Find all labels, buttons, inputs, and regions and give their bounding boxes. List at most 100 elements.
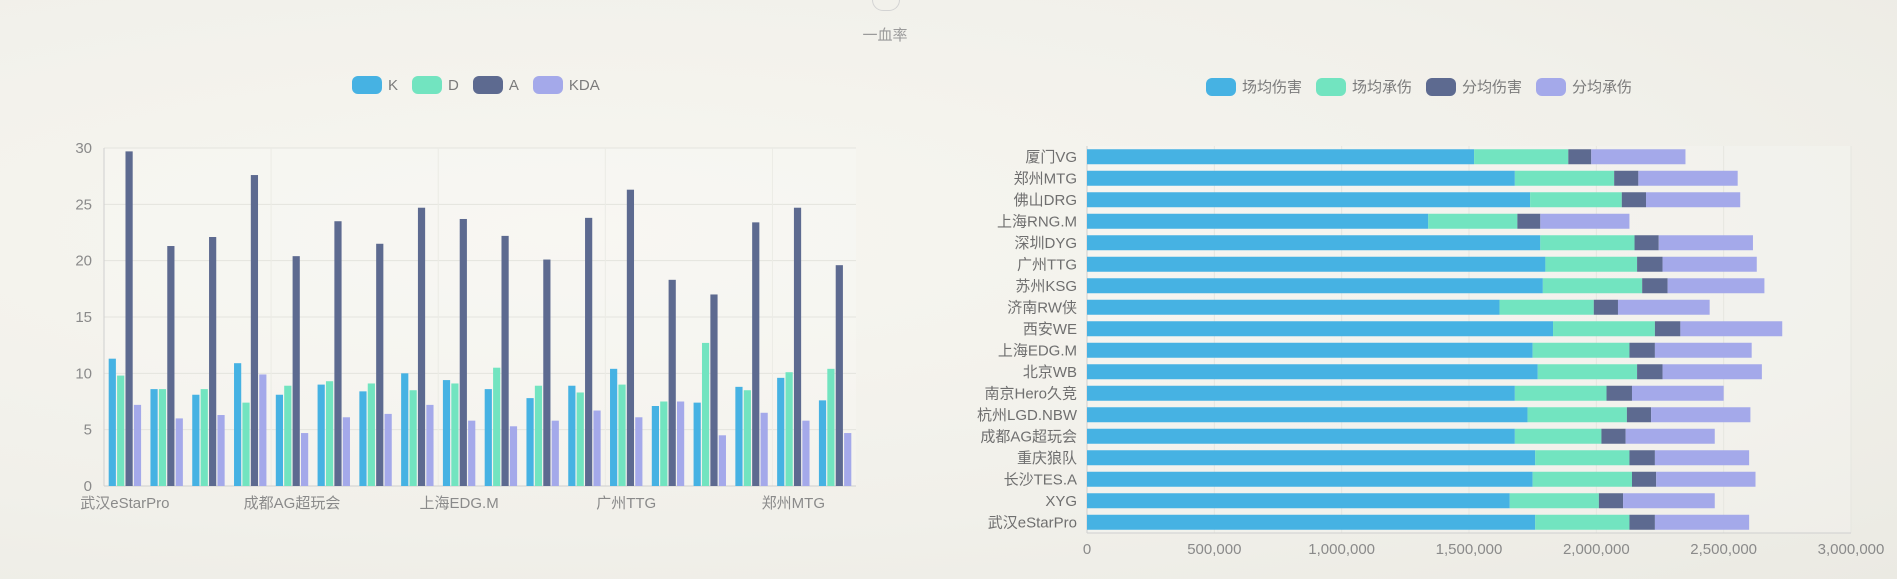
stacked-bar-segment	[1658, 235, 1753, 251]
y-tick-label: 杭州LGD.NBW	[977, 407, 1078, 424]
stacked-bar-segment	[1087, 514, 1536, 530]
y-tick-label: 0	[84, 478, 92, 495]
bar-a	[668, 279, 676, 486]
bar-kda	[217, 415, 225, 486]
bar-d	[409, 390, 417, 486]
stacked-bar-segment	[1087, 493, 1510, 509]
bar-k	[735, 386, 743, 486]
bar-d	[493, 367, 501, 486]
stacked-bar-segment	[1087, 364, 1538, 380]
legend-swatch-avg-taken	[1316, 77, 1347, 96]
stacked-bar-segment	[1667, 278, 1765, 294]
bar-d	[158, 389, 167, 486]
legend-item-k[interactable]: K	[352, 76, 398, 94]
stacked-bar-segment	[1087, 170, 1515, 186]
stacked-bar-segment	[1654, 342, 1752, 358]
bar-a	[459, 218, 467, 487]
y-tick-label: 上海RNG.M	[997, 213, 1077, 230]
stacked-bar-segment	[1634, 235, 1659, 251]
x-tick-label: 郑州MTG	[762, 495, 825, 512]
stacked-bar-segment	[1656, 471, 1756, 487]
stacked-bar-segment	[1537, 364, 1638, 380]
legend-item-d[interactable]: D	[412, 76, 459, 94]
stacked-bar-segment	[1651, 407, 1751, 423]
bar-a	[835, 265, 843, 486]
bar-a	[250, 175, 259, 487]
y-tick-label: XYG	[1045, 493, 1077, 510]
stacked-bar-segment	[1087, 407, 1528, 423]
y-tick-label: 20	[75, 253, 92, 270]
legend-label-k: K	[388, 76, 399, 94]
legend-item-kda[interactable]: KDA	[532, 76, 600, 94]
bar-d	[785, 372, 793, 486]
stacked-bar-segment	[1517, 213, 1541, 229]
y-tick-label: 郑州MTG	[1014, 170, 1077, 187]
stacked-bar-segment	[1625, 428, 1715, 444]
stacked-bar-segment	[1553, 321, 1655, 337]
bar-k	[317, 384, 325, 486]
bar-d	[284, 385, 292, 486]
top-caption: 一血率	[862, 27, 908, 44]
bar-k	[442, 380, 451, 486]
y-tick-label: 长沙TES.A	[1004, 471, 1077, 488]
stacked-bar-segment	[1535, 514, 1630, 530]
bar-k	[150, 389, 158, 486]
bar-kda	[593, 410, 601, 486]
stacked-bar-segment	[1087, 278, 1543, 294]
legend-label-d: D	[448, 76, 459, 94]
bar-kda	[259, 374, 267, 486]
bar-k	[359, 391, 367, 486]
x-tick-label: 武汉eStarPro	[80, 495, 169, 512]
bar-a	[376, 243, 384, 486]
y-tick-label: 15	[75, 309, 92, 326]
stacked-bar-segment	[1087, 213, 1429, 229]
y-tick-label: 南京Hero久竞	[984, 384, 1077, 402]
bar-k	[568, 385, 576, 486]
legend-swatch-min-damage	[1426, 77, 1457, 96]
stacked-bar-segment	[1654, 321, 1681, 337]
legend-item-avg-damage[interactable]: 场均伤害	[1206, 76, 1302, 97]
legend-item-min-damage[interactable]: 分均伤害	[1426, 76, 1522, 97]
stacked-bar-segment	[1598, 493, 1624, 509]
y-tick-label: 重庆狼队	[1017, 450, 1077, 467]
legend-item-a[interactable]: A	[472, 76, 519, 94]
legend-item-min-taken[interactable]: 分均承伤	[1536, 76, 1632, 97]
y-tick-label: 25	[75, 196, 92, 213]
stacked-bar-segment	[1087, 428, 1515, 444]
stacked-bar-segment	[1645, 192, 1741, 208]
y-tick-label: 苏州KSG	[1015, 278, 1077, 295]
bar-a	[543, 259, 551, 486]
legend-label-a: A	[508, 76, 519, 94]
legend-label-avg-damage: 场均伤害	[1242, 79, 1303, 96]
stacked-bar-segment	[1629, 342, 1655, 358]
stacked-bar-segment	[1591, 149, 1686, 165]
stacked-bar-segment	[1499, 299, 1594, 315]
bar-kda	[384, 413, 392, 486]
stacked-bar-segment	[1593, 299, 1618, 315]
y-tick-label: 北京WB	[1023, 364, 1077, 381]
bar-kda	[844, 433, 852, 486]
stacked-bar-segment	[1514, 170, 1615, 186]
stacked-bar-segment	[1601, 428, 1626, 444]
x-tick-label: 1,500,000	[1436, 541, 1503, 558]
x-tick-label: 500,000	[1187, 541, 1241, 558]
stacked-bar-segment	[1617, 299, 1710, 315]
bar-d	[743, 390, 751, 486]
bar-d	[242, 402, 250, 486]
stacked-bar-segment	[1535, 450, 1630, 466]
legend-swatch-a	[472, 76, 503, 94]
kda-bar-chart: 0 5 10 15 20 25 30 武汉eStarPro 成都AG超玩会 上海EDG.M 广州TT…	[75, 140, 856, 512]
bar-k	[651, 406, 659, 486]
bar-d	[367, 383, 375, 486]
x-tick-label: 2,500,000	[1690, 541, 1757, 558]
bar-d	[701, 342, 710, 486]
bar-a	[334, 221, 342, 486]
legend-item-avg-taken[interactable]: 场均承伤	[1316, 76, 1412, 97]
bar-kda	[175, 418, 183, 486]
stacked-bar-segment	[1087, 450, 1536, 466]
y-tick-label: 广州TTG	[1017, 256, 1077, 273]
legend-label-min-damage: 分均伤害	[1462, 79, 1523, 96]
bar-k	[192, 394, 200, 486]
stacked-bar-segment	[1087, 235, 1541, 251]
